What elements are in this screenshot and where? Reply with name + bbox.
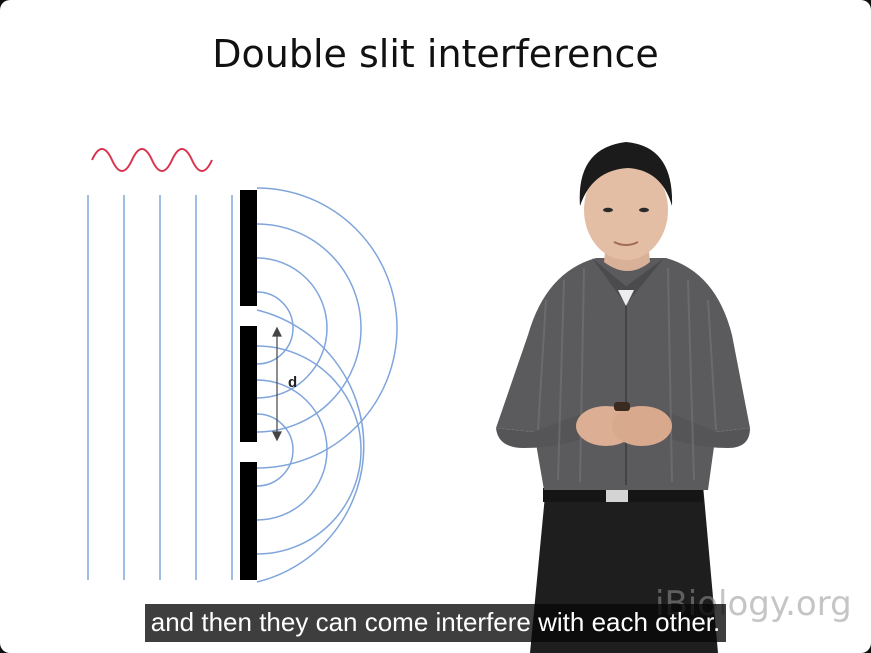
caption-text: and then they can come interfere with ea… [144,604,727,642]
distance-label: d [288,374,297,391]
wave-icon [91,148,213,172]
upper-slit-wavefronts [256,187,398,469]
lower-slit-wavefronts [256,309,365,583]
plane-wavefronts [87,195,233,580]
slide-title: Double slit interference [212,32,659,76]
slit-distance-arrow [272,326,282,442]
presenter-image [496,142,750,653]
caption-bar: and then they can come interfere with ea… [0,604,871,642]
barrier-icon [240,190,257,580]
double-slit-diagram: d [87,148,398,583]
